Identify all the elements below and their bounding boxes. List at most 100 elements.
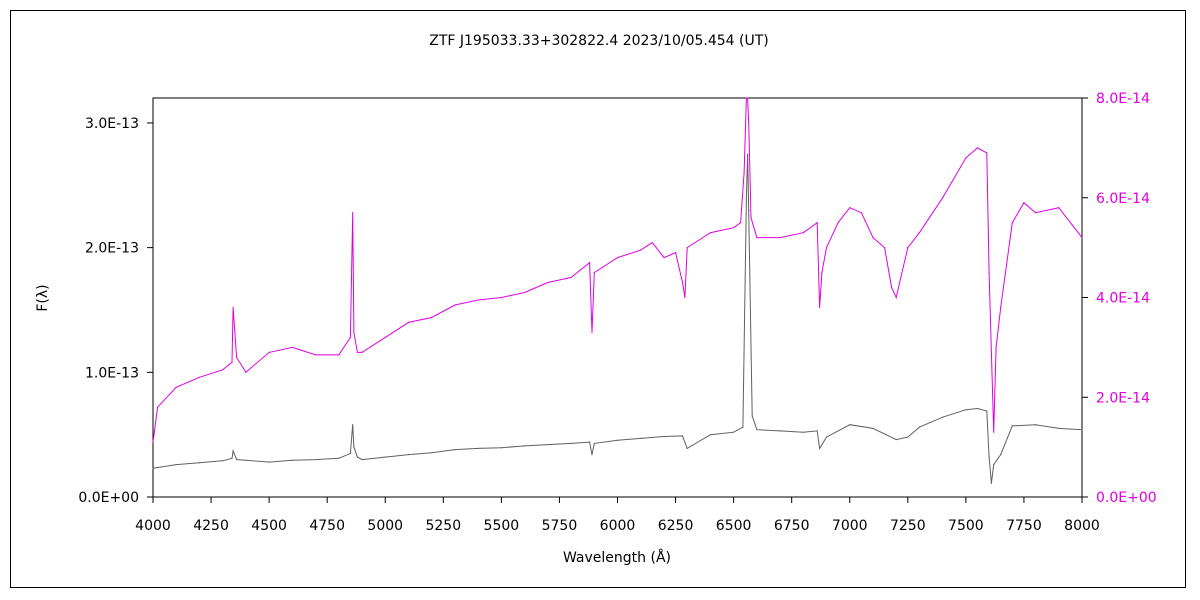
data-point-left	[686, 447, 688, 449]
data-point-right	[891, 286, 893, 289]
data-point-left	[593, 442, 595, 444]
data-point-right	[338, 354, 340, 356]
data-point-left	[976, 407, 979, 410]
data-point-right	[819, 306, 821, 309]
chart-title: ZTF J195033.33+302822.4 2023/10/05.454 (…	[429, 33, 769, 49]
data-point-left	[268, 461, 270, 463]
data-point-left	[751, 415, 753, 417]
data-point-left	[477, 447, 479, 449]
data-point-left	[236, 459, 238, 461]
data-point-right	[849, 207, 851, 209]
x-tick-label: 7750	[1006, 518, 1042, 534]
data-point-left	[407, 454, 410, 456]
data-point-left	[591, 454, 593, 456]
x-tick-label: 6500	[716, 518, 752, 534]
data-point-left	[802, 431, 804, 433]
data-point-left	[315, 459, 317, 461]
y2-axis-ticks: 0.0E+00 2.0E-14 4.0E-14 6.0E-14 8.0E-14	[1082, 91, 1157, 506]
data-point-left	[349, 452, 351, 454]
data-point-left	[1034, 424, 1037, 426]
data-point-left	[232, 450, 234, 452]
data-point-left	[942, 416, 944, 418]
series-line-right	[152, 97, 1083, 443]
x-tick-label: 4500	[251, 518, 287, 534]
x-tick-label: 7500	[948, 518, 984, 534]
data-point-left	[291, 459, 293, 461]
data-point-right	[821, 272, 823, 274]
data-point-left	[338, 457, 340, 459]
data-point-right	[175, 386, 177, 388]
x-tick-label: 7000	[832, 518, 868, 534]
data-point-right	[986, 152, 988, 154]
data-point-left	[640, 437, 642, 439]
x-tick-label: 4000	[135, 518, 171, 534]
data-point-left	[986, 410, 988, 412]
data-point-right	[232, 306, 234, 309]
y-tick-label: 0.0E+00	[78, 490, 139, 506]
data-point-left	[356, 456, 358, 458]
data-point-right	[872, 237, 874, 239]
data-point-right	[616, 257, 619, 259]
y2-tick-label: 4.0E-14	[1096, 291, 1150, 307]
data-point-right	[733, 227, 735, 229]
data-point-left	[663, 435, 665, 438]
series-layer	[152, 97, 1083, 484]
data-point-left	[742, 426, 744, 428]
y-axis-ticks: 0.0E+00 1.0E-13 2.0E-13 3.0E-13	[78, 116, 153, 506]
data-point-left	[231, 457, 233, 459]
data-point-right	[802, 232, 804, 234]
data-point-left	[709, 434, 712, 436]
data-point-left	[756, 429, 758, 431]
data-point-left	[895, 439, 897, 441]
x-tick-label: 4250	[193, 518, 229, 534]
data-point-left	[152, 467, 154, 469]
data-point-right	[816, 222, 818, 224]
data-point-right	[431, 316, 433, 319]
data-point-left	[993, 464, 995, 466]
data-point-left	[361, 459, 363, 461]
x-tick-label: 6750	[774, 518, 810, 534]
data-point-right	[825, 247, 828, 249]
data-point-left	[454, 449, 456, 451]
data-point-right	[361, 351, 363, 353]
data-point-left	[352, 424, 354, 426]
data-point-right	[1000, 306, 1002, 309]
data-point-left	[384, 456, 386, 458]
x-tick-label: 5000	[367, 518, 403, 534]
data-point-left	[500, 447, 502, 449]
y-axis-label: F(λ)	[35, 284, 51, 311]
data-point-right	[407, 321, 410, 323]
data-point-right	[684, 296, 686, 299]
data-point-right	[743, 172, 745, 174]
data-point-right	[352, 212, 354, 214]
series-line-left	[152, 154, 1083, 484]
data-point-right	[231, 361, 233, 363]
y2-tick-label: 8.0E-14	[1096, 91, 1150, 107]
data-point-right	[291, 346, 293, 348]
data-point-right	[884, 247, 886, 249]
data-point-right	[1023, 202, 1025, 204]
plot-area	[152, 97, 1083, 498]
data-point-left	[965, 409, 967, 411]
data-point-right	[349, 336, 351, 338]
data-point-right	[756, 237, 758, 239]
data-point-left	[198, 462, 200, 464]
data-point-right	[976, 147, 979, 149]
y-tick-label: 3.0E-13	[85, 116, 139, 132]
data-point-right	[663, 257, 665, 259]
data-point-left	[589, 441, 591, 443]
spectrum-chart: ZTF J195033.33+302822.4 2023/10/05.454 (…	[35, 33, 1157, 566]
data-point-right	[745, 97, 748, 99]
data-point-right	[589, 262, 591, 264]
x-tick-label: 5250	[425, 518, 461, 534]
y-tick-label: 1.0E-13	[85, 365, 139, 381]
x-tick-label: 8000	[1064, 518, 1100, 534]
data-point-right	[640, 249, 642, 251]
data-point-right	[245, 371, 247, 373]
y2-tick-label: 2.0E-14	[1096, 390, 1150, 406]
data-point-left	[907, 436, 909, 438]
data-point-right	[500, 296, 502, 299]
data-point-right	[681, 281, 684, 284]
data-point-left	[681, 435, 684, 437]
data-point-left	[353, 446, 355, 448]
